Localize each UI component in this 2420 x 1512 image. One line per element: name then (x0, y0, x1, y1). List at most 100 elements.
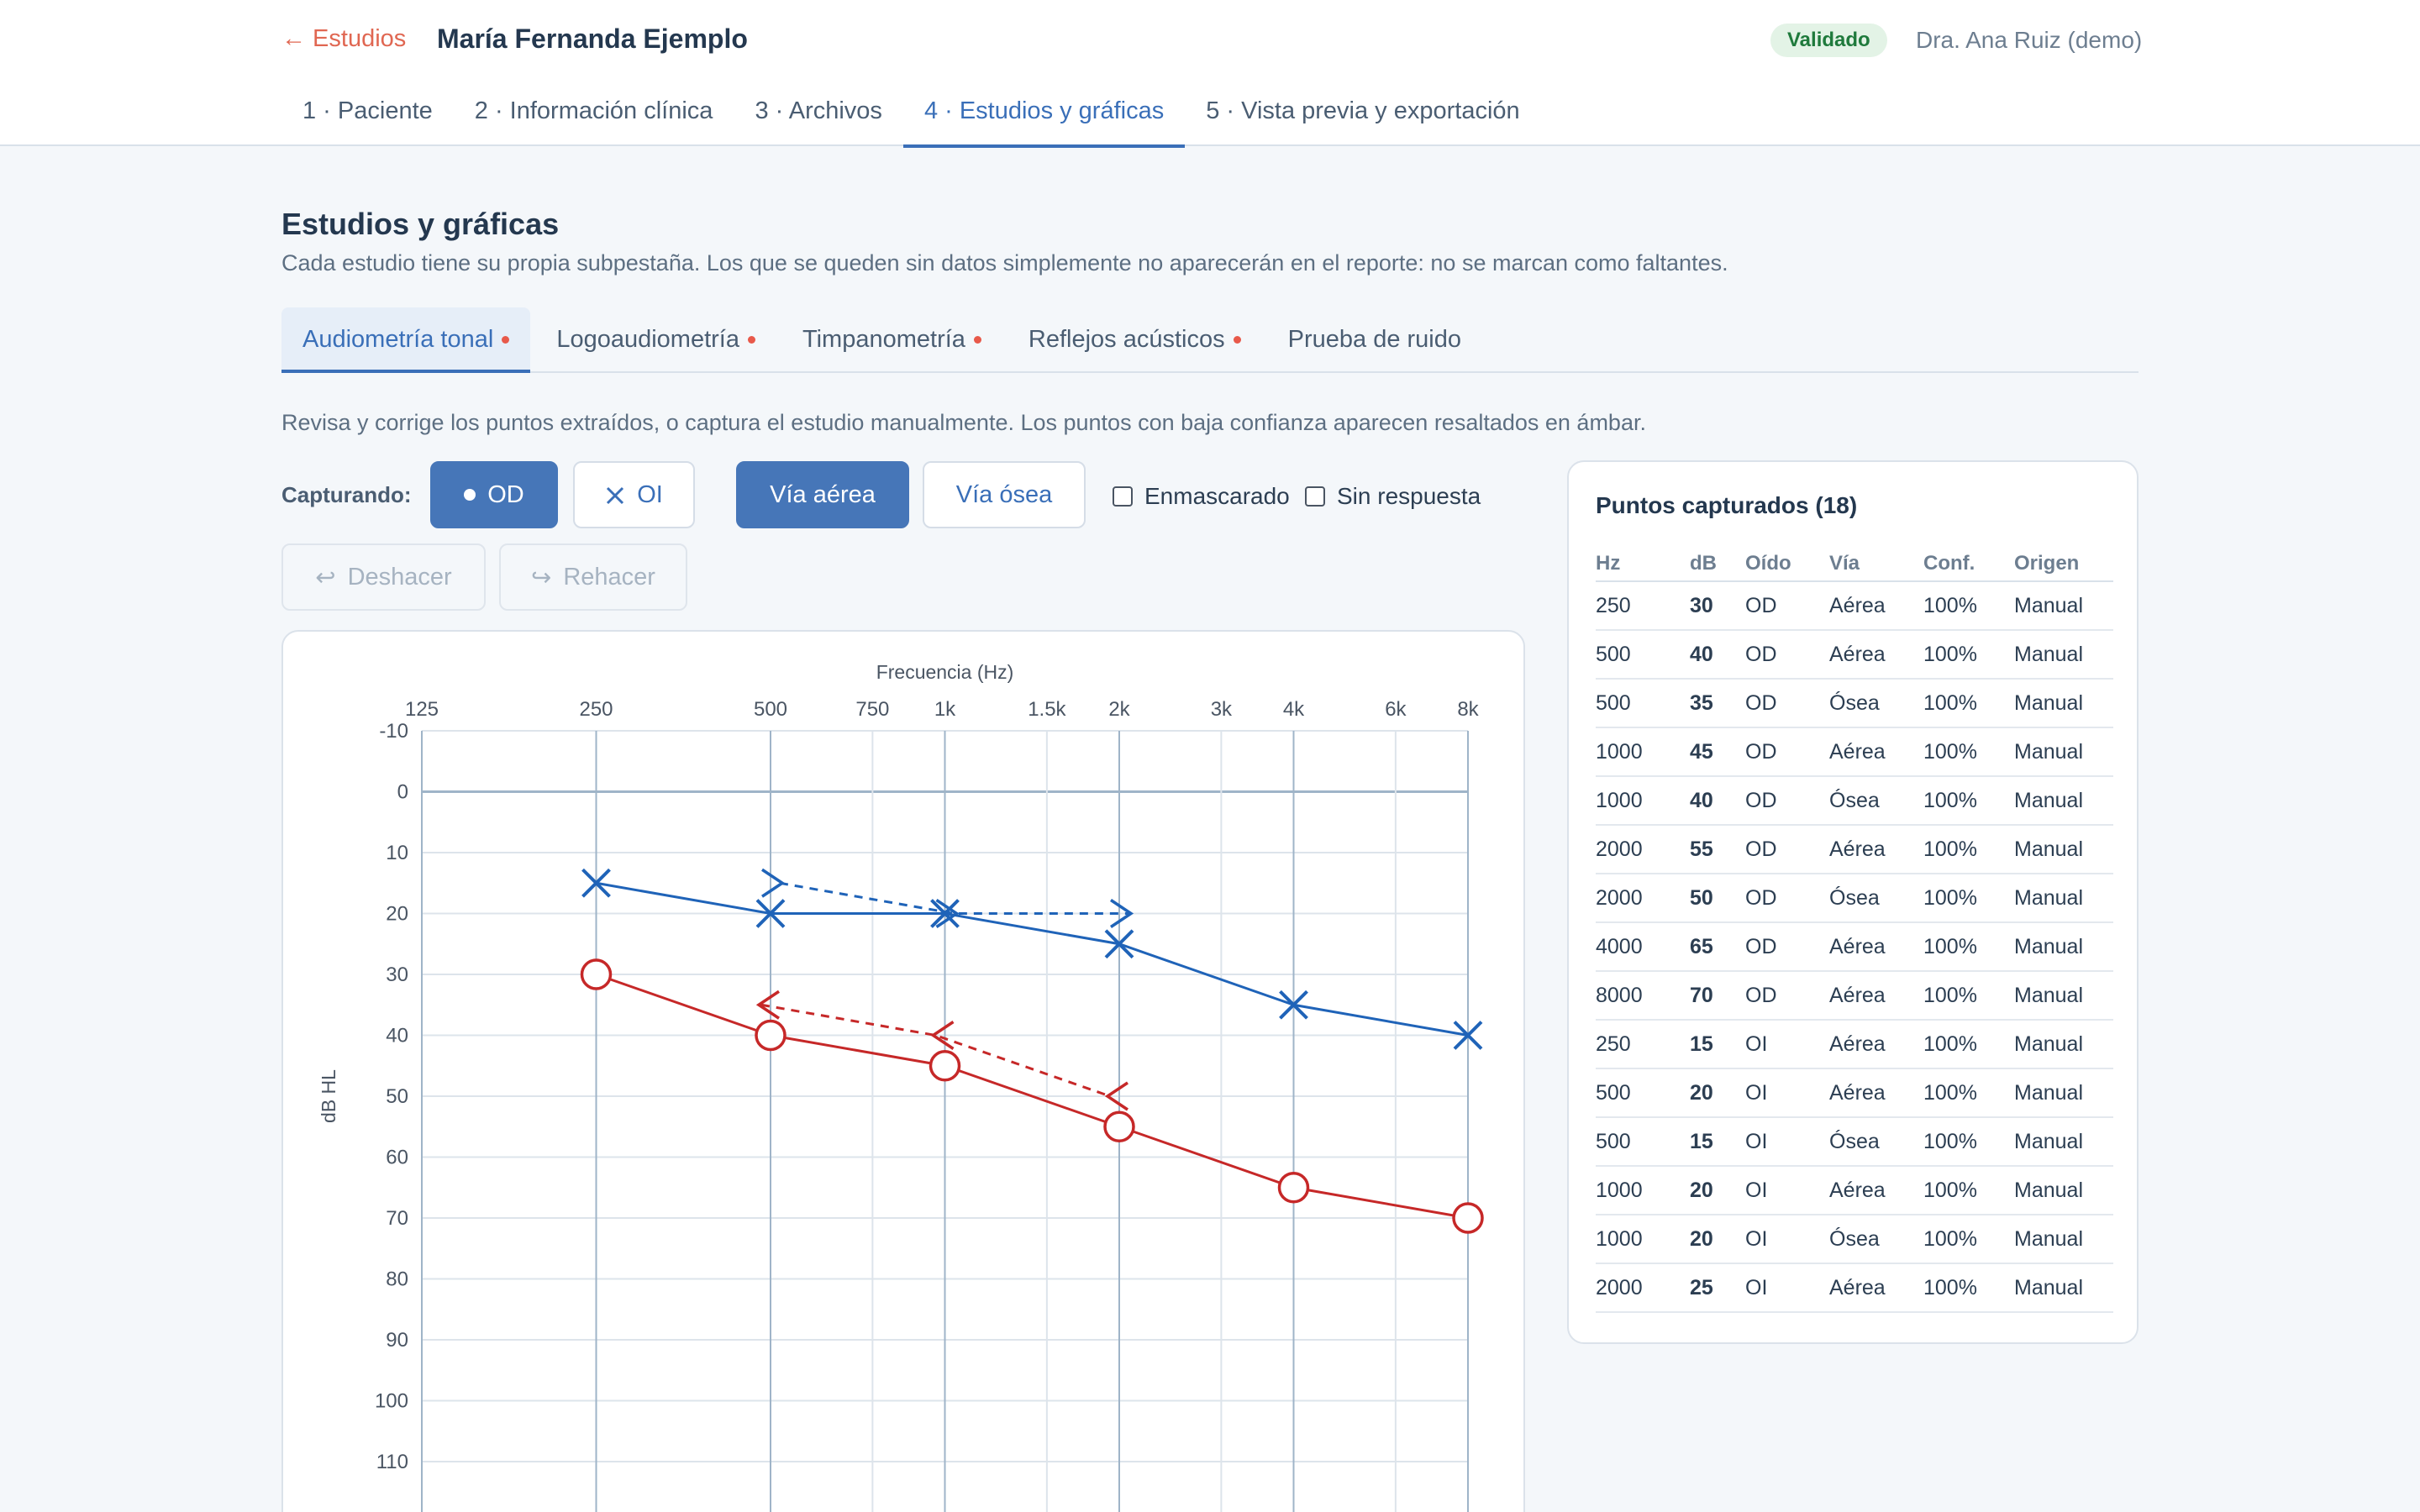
back-to-studies-link[interactable]: ← Estudios (281, 25, 407, 52)
table-row[interactable]: 500 35 OD Ósea 100% Manual (1596, 679, 2113, 728)
x-mark-icon (605, 485, 625, 505)
table-row[interactable]: 2000 50 OD Ósea 100% Manual (1596, 874, 2113, 923)
cell-db: 20 (1690, 1166, 1745, 1215)
cell-db: 40 (1690, 776, 1745, 826)
cell-db: 15 (1690, 1117, 1745, 1167)
x-tick-label: 750 (855, 698, 889, 721)
cell-via: Ósea (1829, 776, 1923, 826)
y-tick-label: 110 (376, 1451, 408, 1473)
undo-button[interactable]: ↩ Deshacer (281, 543, 486, 611)
x-tick-label: 500 (754, 698, 787, 721)
audiogram-chart[interactable]: 125 250 500 750 1k 1.5k 2k 3k 4k 6k 8k -10 0 10 20 30 40… (283, 632, 1525, 1512)
cell-hz: 1000 (1596, 1166, 1690, 1215)
cell-db: 40 (1690, 630, 1745, 680)
cell-ear: OI (1745, 1068, 1829, 1118)
cell-db: 70 (1690, 971, 1745, 1021)
data-point-circle (929, 1050, 961, 1082)
cell-hz: 500 (1596, 679, 1690, 728)
table-row[interactable]: 250 30 OD Aérea 100% Manual (1596, 581, 2113, 631)
no-response-checkbox[interactable]: Sin respuesta (1305, 483, 1481, 510)
column-header: dB (1690, 546, 1745, 582)
cell-via: Ósea (1829, 1117, 1923, 1167)
subtab-label: Prueba de ruido (1287, 326, 1461, 353)
undo-label: Deshacer (347, 563, 452, 591)
subtab-noise-test[interactable]: Prueba de ruido (1267, 307, 1482, 371)
subtab-label: Logoaudiometría (556, 326, 739, 353)
redo-button[interactable]: ↪ Rehacer (499, 543, 687, 611)
x-tick-label: 1.5k (1028, 698, 1066, 721)
subtab-acoustic-reflexes[interactable]: Reflejos acústicos (1007, 307, 1262, 371)
step-tabs: 1 · Paciente 2 · Información clínica 3 ·… (281, 94, 1541, 148)
cell-confidence: 100% (1923, 971, 2014, 1021)
cell-origin: Manual (2014, 825, 2113, 874)
table-row[interactable]: 8000 70 OD Aérea 100% Manual (1596, 971, 2113, 1021)
data-point-circle (755, 1019, 786, 1052)
data-point-x (930, 899, 960, 928)
step-tab-studies[interactable]: 4 · Estudios y gráficas (902, 94, 1186, 148)
cell-confidence: 100% (1923, 630, 2014, 680)
table-row[interactable]: 1000 20 OI Ósea 100% Manual (1596, 1215, 2113, 1264)
checkbox-box[interactable] (1305, 486, 1325, 507)
cell-ear: OI (1745, 1263, 1829, 1313)
cell-hz: 8000 (1596, 971, 1690, 1021)
step-tab-files[interactable]: 3 · Archivos (755, 97, 882, 124)
redo-icon: ↪ (531, 564, 552, 591)
cell-via: Aérea (1829, 1020, 1923, 1069)
column-header: Vía (1829, 546, 1923, 582)
captured-points-title: Puntos capturados (18) (1596, 492, 1858, 518)
subtab-speech-audiometry[interactable]: Logoaudiometría (535, 307, 776, 371)
table-row[interactable]: 500 20 OI Aérea 100% Manual (1596, 1068, 2113, 1118)
cell-db: 50 (1690, 874, 1745, 923)
bone-conduction-button[interactable]: Vía ósea (923, 461, 1086, 528)
series-line-od-bone (760, 1003, 1111, 1098)
air-conduction-button[interactable]: Vía aérea (736, 461, 909, 528)
cell-confidence: 100% (1923, 1263, 2014, 1313)
data-point-circle (1452, 1202, 1484, 1234)
cell-ear: OD (1745, 825, 1829, 874)
cell-confidence: 100% (1923, 679, 2014, 728)
table-row[interactable]: 1000 40 OD Ósea 100% Manual (1596, 776, 2113, 826)
y-tick-label: 40 (386, 1025, 408, 1047)
table-row[interactable]: 4000 65 OD Aérea 100% Manual (1596, 922, 2113, 972)
subtab-tympanometry[interactable]: Timpanometría (781, 307, 1002, 371)
cell-origin: Manual (2014, 1263, 2113, 1313)
cell-hz: 1000 (1596, 776, 1690, 826)
table-row[interactable]: 500 40 OD Aérea 100% Manual (1596, 630, 2113, 680)
cell-via: Aérea (1829, 922, 1923, 972)
table-row[interactable]: 1000 45 OD Aérea 100% Manual (1596, 727, 2113, 777)
cell-origin: Manual (2014, 679, 2113, 728)
missing-data-dot-icon (1233, 335, 1241, 344)
subtab-tonal-audiometry[interactable]: Audiometría tonal (281, 307, 531, 373)
data-point-bracket-left (930, 1021, 955, 1050)
table-row[interactable]: 250 15 OI Aérea 100% Manual (1596, 1020, 2113, 1069)
x-tick-label: 250 (579, 698, 613, 721)
series-line-oi-air (596, 881, 1469, 1037)
capturing-label: Capturando: (281, 482, 412, 507)
cell-via: Aérea (1829, 727, 1923, 777)
table-row[interactable]: 500 15 OI Ósea 100% Manual (1596, 1117, 2113, 1167)
y-tick-label: 100 (375, 1390, 408, 1413)
table-row[interactable]: 2000 55 OD Aérea 100% Manual (1596, 825, 2113, 874)
step-tab-preview-export[interactable]: 5 · Vista previa y exportación (1206, 97, 1520, 124)
cell-hz: 250 (1596, 1020, 1690, 1069)
cell-via: Ósea (1829, 1215, 1923, 1264)
step-tab-clinical-info[interactable]: 2 · Información clínica (474, 97, 713, 124)
cell-hz: 2000 (1596, 1263, 1690, 1313)
data-point-bracket-right (761, 868, 786, 898)
step-tab-patient[interactable]: 1 · Paciente (302, 97, 433, 124)
od-ear-button[interactable]: OD (430, 461, 558, 528)
table-row[interactable]: 2000 25 OI Aérea 100% Manual (1596, 1263, 2113, 1313)
cell-confidence: 100% (1923, 581, 2014, 631)
checkbox-box[interactable] (1113, 486, 1133, 507)
subtab-label: Reflejos acústicos (1028, 326, 1225, 353)
cell-db: 65 (1690, 922, 1745, 972)
cell-confidence: 100% (1923, 776, 2014, 826)
masking-checkbox[interactable]: Enmascarado (1113, 483, 1290, 510)
cell-via: Aérea (1829, 1166, 1923, 1215)
missing-data-dot-icon (502, 335, 510, 344)
data-point-bracket-left (755, 990, 780, 1020)
cell-origin: Manual (2014, 1215, 2113, 1264)
oi-ear-button[interactable]: OI (573, 461, 695, 528)
table-row[interactable]: 1000 20 OI Aérea 100% Manual (1596, 1166, 2113, 1215)
data-point-x (1104, 929, 1134, 959)
